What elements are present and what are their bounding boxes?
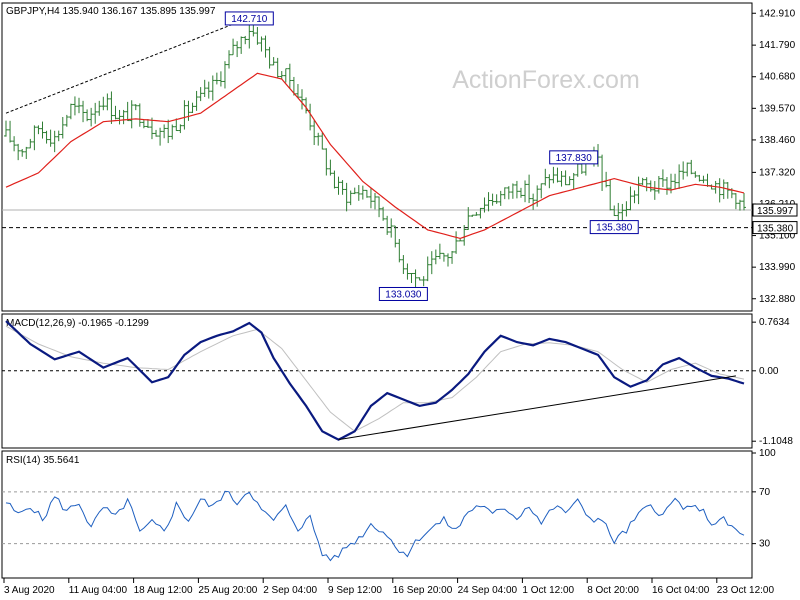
price-annotation-label: 133.030 — [385, 289, 422, 300]
price-annotation-box — [378, 286, 428, 301]
price-y-tick-label: 141.790 — [759, 40, 796, 51]
x-tick-label: 11 Aug 04:00 — [69, 585, 128, 596]
price-y-tick-label: 133.990 — [759, 262, 796, 273]
price-layer: 142.710 137.830 135.380 133.030 — [2, 11, 752, 301]
support-label: 135.380 — [757, 224, 794, 235]
macd-y-tick-label: 0.00 — [759, 366, 779, 377]
macd-trendline — [338, 375, 736, 441]
x-tick-label: 16 Sep 20:00 — [393, 585, 453, 596]
price-panel — [1, 2, 753, 312]
macd-y-tick-label: -1.1048 — [759, 436, 793, 447]
x-tick-label: 18 Aug 12:00 — [134, 585, 193, 596]
moving-average-line — [5, 72, 745, 240]
macd-title: MACD(12,26,9) -0.1965 -0.1299 — [6, 318, 149, 329]
price-y-tick-label: 137.320 — [759, 167, 796, 178]
x-tick-label: 1 Oct 12:00 — [522, 585, 574, 596]
x-tick-label: 16 Oct 04:00 — [652, 585, 710, 596]
x-tick-label: 3 Aug 2020 — [4, 585, 55, 596]
price-title: GBPJPY,H4 135.940 136.167 135.895 135.99… — [6, 6, 216, 17]
rsi-title: RSI(14) 35.5641 — [6, 455, 80, 466]
rsi-y-tick-label: 100 — [759, 448, 776, 459]
macd-y-tick-label: 0.7634 — [759, 317, 790, 328]
macd-signal-line — [5, 325, 745, 432]
rsi-layer — [2, 490, 752, 562]
macd-line — [5, 320, 745, 441]
x-tick-label: 25 Aug 20:00 — [198, 585, 257, 596]
price-y-tick-label: 140.680 — [759, 72, 796, 83]
x-tick-label: 24 Sep 04:00 — [458, 585, 518, 596]
x-tick-label: 2 Sep 04:00 — [263, 585, 317, 596]
price-annotation-box — [589, 220, 639, 235]
price-annotation-box — [549, 150, 599, 165]
price-annotation-label: 135.380 — [596, 223, 633, 234]
last-price-label: 135.997 — [757, 206, 794, 217]
price-y-tick-label: 135.100 — [759, 231, 796, 242]
last-price-label-box — [752, 203, 798, 217]
price-trendline — [5, 17, 250, 114]
price-annotation-box — [224, 11, 274, 26]
price-annotation-label: 137.830 — [556, 153, 593, 164]
price-y-tick-label: 132.880 — [759, 294, 796, 305]
rsi-y-tick-label: 30 — [759, 539, 771, 550]
price-annotation-label: 142.710 — [231, 14, 268, 25]
x-tick-label: 23 Oct 12:00 — [717, 585, 775, 596]
macd-layer — [2, 320, 752, 441]
support-label-box — [752, 221, 798, 235]
x-tick-label: 9 Sep 12:00 — [328, 585, 382, 596]
axis-layer: 142.910 141.790 140.680 139.570 138.460 137.3… — [3, 8, 798, 596]
rsi-panel — [1, 450, 753, 579]
macd-panel — [1, 313, 753, 449]
price-y-tick-label: 142.910 — [759, 8, 796, 19]
rsi-y-tick-label: 70 — [759, 487, 771, 498]
x-tick-label: 8 Oct 20:00 — [587, 585, 639, 596]
rsi-line — [5, 490, 745, 562]
price-y-tick-label: 138.460 — [759, 135, 796, 146]
watermark: ActionForex.com — [452, 66, 640, 94]
price-y-tick-label: 139.570 — [759, 103, 796, 114]
